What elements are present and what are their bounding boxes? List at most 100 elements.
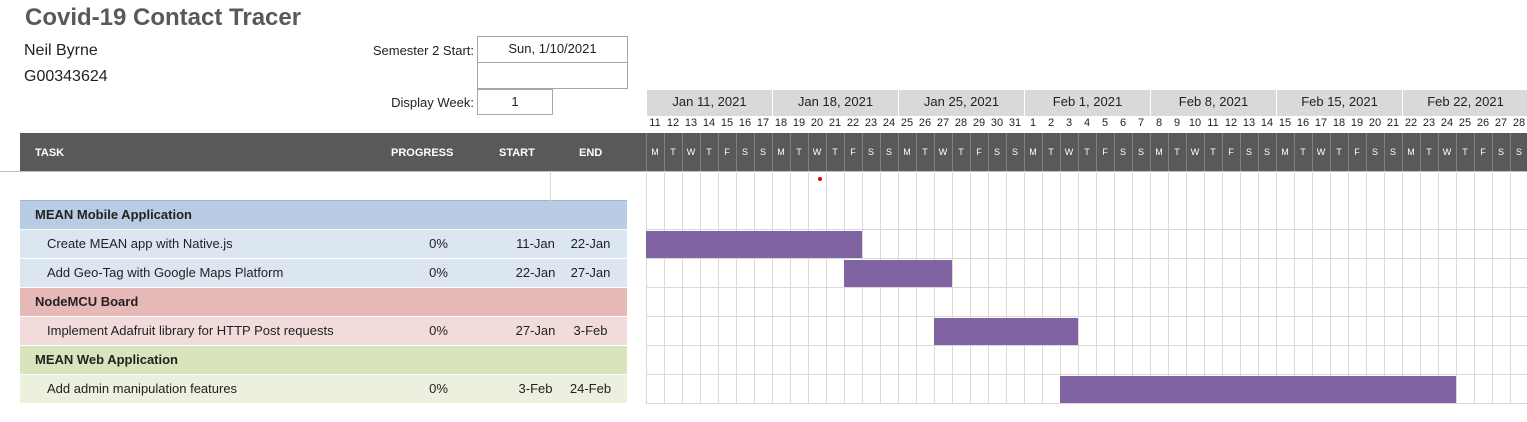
day-separator: [1150, 133, 1151, 171]
day-number: 14: [1260, 117, 1274, 129]
day-number: 20: [810, 117, 824, 129]
week-header: Jan 18, 2021: [772, 90, 898, 116]
day-letter: T: [1462, 147, 1468, 157]
day-separator: [1132, 133, 1133, 171]
day-separator: [934, 133, 935, 171]
day-separator: [1456, 133, 1457, 171]
day-separator: [1258, 133, 1259, 171]
day-number: 15: [720, 117, 734, 129]
day-number: 21: [1386, 117, 1400, 129]
day-letter: T: [1336, 147, 1342, 157]
day-letter: W: [1442, 147, 1452, 157]
day-separator: [718, 133, 719, 171]
day-separator: [646, 133, 647, 171]
day-letter: W: [812, 147, 822, 157]
day-separator: [664, 133, 665, 171]
day-letter: S: [1137, 147, 1144, 157]
day-letter: T: [832, 147, 838, 157]
day-number: 5: [1101, 117, 1109, 129]
student-id: G00343624: [24, 68, 108, 85]
day-letter: S: [1389, 147, 1396, 157]
day-letter: M: [651, 147, 659, 157]
day-letter: T: [922, 147, 928, 157]
day-number: 16: [738, 117, 752, 129]
column-end-header: END: [579, 147, 603, 159]
day-separator: [1438, 133, 1439, 171]
day-letter: T: [670, 147, 676, 157]
day-number: 6: [1119, 117, 1127, 129]
day-number: 14: [702, 117, 716, 129]
day-separator: [1474, 133, 1475, 171]
header-divider: [0, 171, 1527, 172]
day-number: 13: [684, 117, 698, 129]
day-letter: T: [958, 147, 964, 157]
day-number: 16: [1296, 117, 1310, 129]
task-end-date: 24-Feb: [569, 381, 612, 396]
display-week-input[interactable]: 1: [477, 89, 553, 115]
day-number: 10: [1188, 117, 1202, 129]
day-separator: [1384, 133, 1385, 171]
day-number: 2: [1047, 117, 1055, 129]
day-number: 25: [1458, 117, 1472, 129]
task-start-date: 27-Jan: [515, 323, 556, 338]
app-title: Covid-19 Contact Tracer: [25, 4, 302, 31]
day-letter: T: [706, 147, 712, 157]
day-number: 22: [846, 117, 860, 129]
semester-start-label: Semester 2 Start:: [372, 43, 474, 58]
day-number: 17: [1314, 117, 1328, 129]
day-separator: [1240, 133, 1241, 171]
grid-line: [646, 403, 1527, 404]
phase-row[interactable]: NodeMCU Board: [20, 288, 627, 317]
task-row[interactable]: Add Geo-Tag with Google Maps Platform 0% 2…: [20, 259, 627, 288]
day-separator: [790, 133, 791, 171]
column-progress-header: PROGRESS: [391, 147, 454, 159]
day-number: 31: [1008, 117, 1022, 129]
empty-cell[interactable]: [477, 62, 628, 89]
phase-label: NodeMCU Board: [35, 294, 139, 309]
day-number: 20: [1368, 117, 1382, 129]
gantt-bar[interactable]: [934, 318, 1078, 345]
gantt-bar[interactable]: [844, 260, 952, 287]
task-progress: 0%: [429, 323, 448, 338]
day-number: 18: [774, 117, 788, 129]
day-number: 18: [1332, 117, 1346, 129]
task-row[interactable]: Create MEAN app with Native.js 0% 11-Jan 22…: [20, 230, 627, 259]
day-letter: F: [1228, 147, 1234, 157]
day-letter: F: [976, 147, 982, 157]
day-separator: [1492, 133, 1493, 171]
day-number: 11: [649, 117, 661, 129]
day-letter: W: [1316, 147, 1326, 157]
phase-row[interactable]: MEAN Web Application: [20, 346, 627, 375]
day-letter: T: [1210, 147, 1216, 157]
task-row[interactable]: Add admin manipulation features 0% 3-Feb 24…: [20, 375, 627, 404]
week-header: Feb 1, 2021: [1024, 90, 1150, 116]
day-separator: [1114, 133, 1115, 171]
day-letter: T: [1300, 147, 1306, 157]
day-number: 12: [666, 117, 680, 129]
day-number: 24: [882, 117, 896, 129]
gantt-bar[interactable]: [646, 231, 862, 258]
task-end-date: 3-Feb: [573, 323, 608, 338]
day-separator: [826, 133, 827, 171]
day-letter: F: [1102, 147, 1108, 157]
day-letter: S: [885, 147, 892, 157]
day-number: 15: [1278, 117, 1292, 129]
day-number: 26: [918, 117, 932, 129]
day-letter: S: [867, 147, 874, 157]
grid-line: [646, 258, 1527, 259]
day-separator: [1222, 133, 1223, 171]
task-progress: 0%: [429, 381, 448, 396]
day-letter: M: [1407, 147, 1415, 157]
day-separator: [898, 133, 899, 171]
task-row[interactable]: Implement Adafruit library for HTTP Post…: [20, 317, 627, 346]
semester-start-input[interactable]: Sun, 1/10/2021: [477, 36, 628, 63]
task-name: Create MEAN app with Native.js: [47, 236, 233, 251]
task-progress: 0%: [429, 236, 448, 251]
day-letter: S: [1497, 147, 1504, 157]
day-number: 29: [972, 117, 986, 129]
day-letter: W: [1190, 147, 1200, 157]
gantt-bar[interactable]: [1060, 376, 1456, 403]
phase-label: MEAN Web Application: [35, 352, 178, 367]
day-separator: [1060, 133, 1061, 171]
phase-row[interactable]: MEAN Mobile Application: [20, 201, 627, 230]
